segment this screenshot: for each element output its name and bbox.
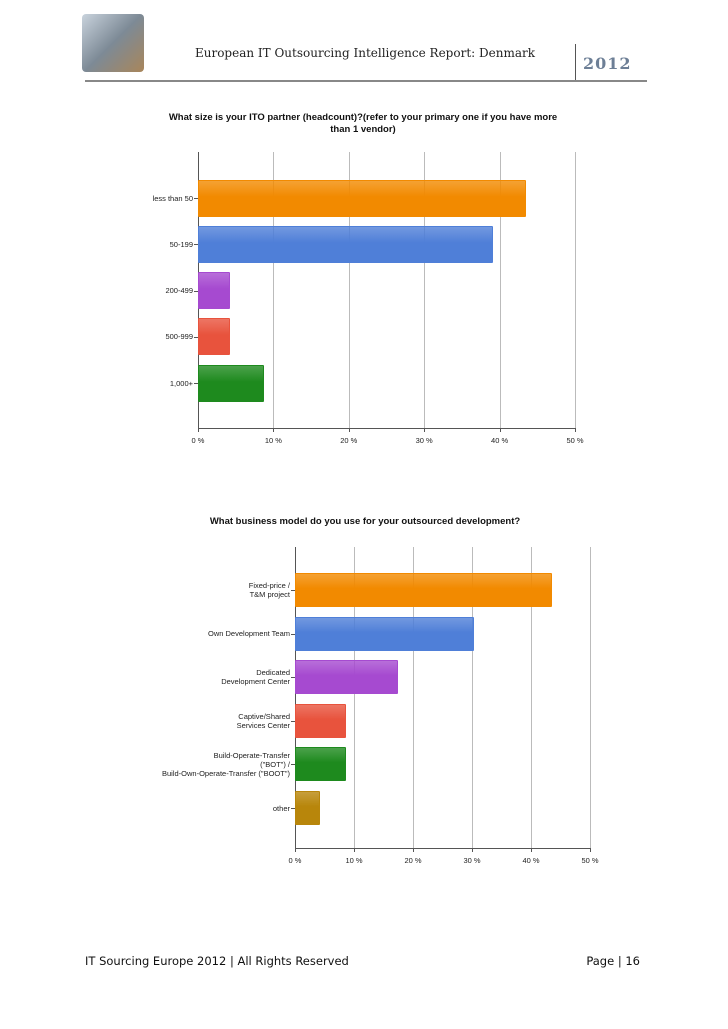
grid-line: [354, 547, 355, 848]
x-tick-label: 20 %: [340, 436, 358, 445]
bar: [295, 660, 398, 695]
bar: [198, 318, 231, 356]
x-tick-label: 30 %: [463, 856, 481, 865]
x-tick-label: 10 %: [345, 856, 363, 865]
x-tick-label: 40 %: [522, 856, 540, 865]
bar: [198, 272, 231, 310]
header-title: European IT Outsourcing Intelligence Rep…: [194, 46, 535, 60]
grid-line: [424, 152, 426, 428]
category-tick: [291, 590, 295, 591]
category-label: 1,000+: [169, 378, 193, 388]
x-tick-label: 30 %: [415, 436, 433, 445]
category-label: Dedicated Development Center: [221, 668, 290, 687]
x-tick-label: 20 %: [404, 856, 422, 865]
category-label: 50-199: [169, 239, 193, 249]
chart-title: What size is your ITO partner (headcount…: [168, 112, 558, 135]
axis-line: [295, 547, 296, 848]
grid-line: [590, 547, 591, 848]
category-label: Fixed-price / T&M project: [248, 581, 290, 599]
footer-left: IT Sourcing Europe 2012 | All Rights Res…: [85, 954, 349, 968]
category-label: Captive/Shared Services Center: [236, 711, 290, 730]
bar: [295, 703, 347, 738]
grid-line: [348, 152, 350, 428]
header-image: [82, 14, 144, 72]
x-tick-label: 50 %: [566, 436, 584, 445]
tick-mark: [472, 848, 473, 852]
bar: [198, 225, 493, 263]
header-year: 2012: [583, 54, 632, 73]
bar: [295, 747, 347, 782]
tick-mark: [575, 428, 576, 432]
bar: [295, 573, 552, 607]
category-tick: [291, 633, 295, 635]
category-tick: [291, 677, 295, 679]
tick-mark: [413, 848, 414, 852]
tick-mark: [531, 848, 532, 852]
axis-line: [198, 428, 575, 429]
footer-right: Page | 16: [586, 954, 640, 968]
category-tick: [291, 720, 295, 722]
tick-mark: [273, 428, 275, 432]
tick-mark: [499, 428, 501, 432]
bar: [295, 791, 321, 825]
tick-mark: [348, 428, 350, 432]
category-tick: [194, 383, 198, 385]
category-label: 200-499: [165, 286, 193, 296]
category-tick: [291, 764, 295, 766]
grid-line: [273, 152, 275, 428]
category-tick: [194, 336, 198, 338]
category-label: Own Development Team: [208, 629, 290, 639]
header-divider: [575, 44, 576, 80]
x-tick-label: 40 %: [491, 436, 509, 445]
category-label: other: [272, 803, 290, 813]
bar: [198, 364, 264, 402]
x-tick-label: 0 %: [191, 436, 205, 445]
bar: [295, 616, 475, 651]
tick-mark: [295, 848, 296, 852]
x-tick-label: 10 %: [264, 436, 282, 445]
category-label: less than 50: [152, 193, 193, 203]
chart-title: What business model do you use for your …: [209, 516, 521, 527]
header-rule: [85, 80, 647, 82]
tick-mark: [590, 848, 591, 852]
x-tick-label: 50 %: [581, 856, 599, 865]
grid-line: [472, 547, 473, 848]
grid-line: [413, 547, 414, 848]
bar: [198, 179, 526, 217]
grid-line: [499, 152, 501, 428]
category-tick: [291, 808, 295, 809]
category-tick: [194, 244, 198, 246]
category-tick: [194, 198, 198, 199]
tick-mark: [354, 848, 355, 852]
x-tick-label: 0 %: [288, 856, 302, 865]
tick-mark: [424, 428, 426, 432]
grid-line: [575, 152, 576, 428]
category-label: 500-999: [165, 332, 193, 342]
category-label: Build-Operate-Transfer ("BOT") / Build-O…: [162, 750, 290, 778]
axis-line: [295, 848, 590, 849]
grid-line: [531, 547, 532, 848]
tick-mark: [198, 428, 199, 432]
category-tick: [194, 290, 198, 292]
